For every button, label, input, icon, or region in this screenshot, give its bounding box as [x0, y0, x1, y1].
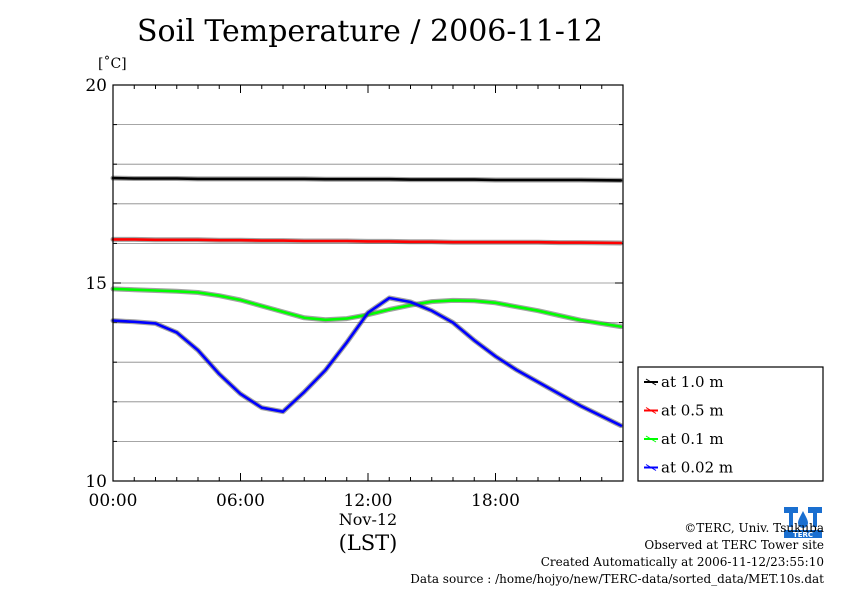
- y-tick-label: 10: [85, 472, 107, 492]
- credit-copyright: ©TERC, Univ. Tsukuba: [684, 521, 824, 535]
- y-tick-label: 15: [85, 274, 107, 294]
- legend-label-3: at 0.1 m: [661, 430, 724, 448]
- terc-logo-icon: TERC: [782, 503, 824, 539]
- credit-source: Data source : /home/hojyo/new/TERC-data/…: [410, 572, 824, 586]
- series-line-4: [111, 296, 623, 427]
- logo-text: TERC: [793, 531, 813, 539]
- legend-label-2: at 0.5 m: [661, 402, 724, 420]
- x-tick-label: 06:00: [216, 491, 265, 511]
- x-tick-label: 00:00: [89, 491, 138, 511]
- y-tick-label: 20: [85, 76, 107, 96]
- series-line-2: [111, 238, 623, 245]
- legend-marker-2: [645, 407, 657, 414]
- legend-label-1: at 1.0 m: [661, 373, 724, 391]
- legend-label-4: at 0.02 m: [661, 459, 733, 477]
- x-date-label: Nov-12: [339, 510, 397, 529]
- legend-marker-3: [645, 435, 657, 443]
- x-axis-label: (LST): [339, 531, 398, 555]
- plot-frame: [112, 84, 624, 482]
- chart-title: Soil Temperature / 2006-11-12: [136, 14, 604, 49]
- legend-marker-1: [645, 378, 657, 386]
- x-tick-label: 12:00: [344, 491, 393, 511]
- series-line-1: [111, 176, 623, 182]
- x-tick-label: 18:00: [471, 491, 520, 511]
- series-line-3: [111, 287, 623, 328]
- legend-marker-4: [645, 464, 657, 471]
- credit-observed: Observed at TERC Tower site: [644, 538, 824, 552]
- credit-created: Created Automatically at 2006-11-12/23:5…: [540, 555, 824, 569]
- y-axis-unit: [˚C]: [98, 56, 127, 72]
- legend-box: [637, 366, 824, 482]
